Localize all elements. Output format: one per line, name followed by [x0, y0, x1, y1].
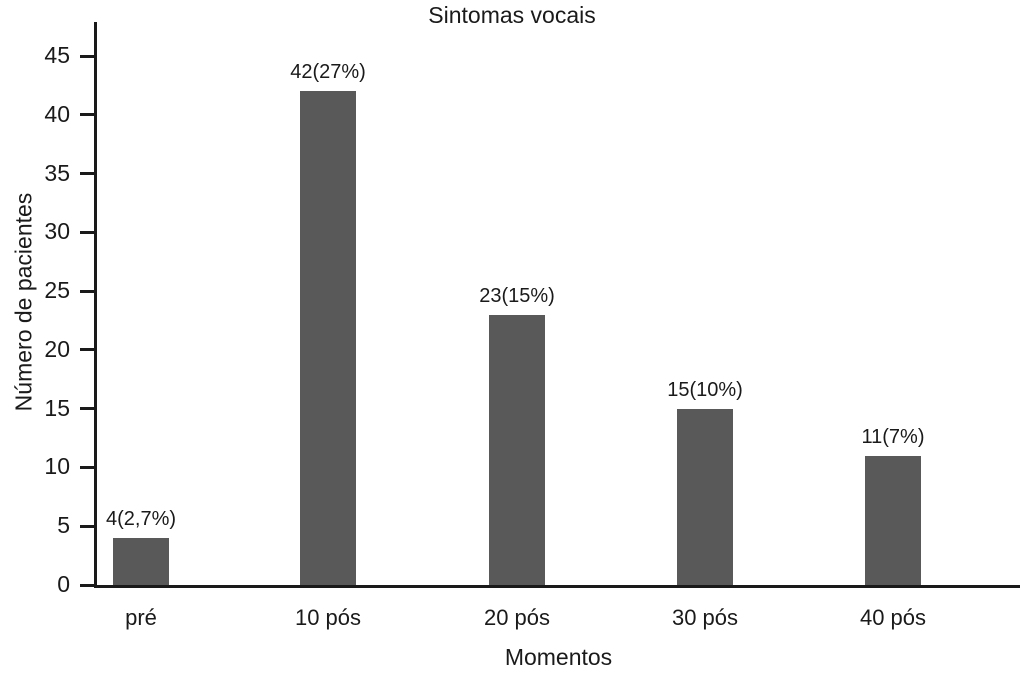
x-category-label: 40 pós — [859, 605, 927, 630]
y-tick-label: 10 — [44, 453, 70, 480]
bar-value-label: 15(10%) — [667, 378, 743, 401]
y-tick-label: 40 — [44, 100, 70, 127]
bar-value-label: 23(15%) — [479, 284, 555, 307]
y-tick-mark — [80, 524, 94, 528]
y-tick-mark — [80, 407, 94, 411]
y-tick-label: 45 — [44, 42, 70, 68]
bar-value-label: 4(2,7%) — [105, 507, 177, 530]
bar-40-pós — [865, 455, 921, 585]
x-category-label: 20 pós — [483, 605, 551, 630]
y-tick-label: 35 — [44, 159, 70, 186]
y-tick-mark — [80, 289, 94, 293]
x-category-label: 10 pós — [294, 605, 362, 630]
plot-area: 0 5 10 15 20 25 30 35 40 45 4(2,7%) pré 42(27%) 10 pó… — [44, 22, 1020, 629]
y-tick-mark — [80, 172, 94, 176]
y-tick-label: 25 — [44, 277, 70, 304]
x-axis-label: Momentos — [504, 644, 613, 670]
x-axis-line — [94, 585, 1020, 588]
y-tick-mark — [80, 54, 94, 58]
bar-10-pós — [300, 91, 356, 585]
y-tick-mark — [80, 348, 94, 352]
bar-20-pós — [489, 314, 545, 585]
y-tick-label: 5 — [57, 512, 70, 539]
chart-title: Sintomas vocais — [428, 2, 596, 28]
bar-30-pós — [677, 408, 733, 585]
y-tick-label: 30 — [44, 218, 70, 245]
y-tick-mark — [80, 230, 94, 234]
y-tick-label: 15 — [44, 394, 70, 421]
y-axis-line — [94, 22, 97, 588]
bar-value-label: 42(27%) — [290, 61, 366, 84]
y-tick-mark — [80, 583, 94, 587]
x-category-label: pré — [125, 605, 157, 630]
bar-pré — [113, 537, 169, 585]
y-tick-label: 20 — [44, 335, 70, 362]
x-category-label: 30 pós — [671, 605, 739, 630]
bar-value-label: 11(7%) — [861, 425, 925, 448]
y-tick-label: 0 — [57, 571, 70, 597]
y-tick-mark — [80, 465, 94, 469]
y-tick-mark — [80, 113, 94, 117]
